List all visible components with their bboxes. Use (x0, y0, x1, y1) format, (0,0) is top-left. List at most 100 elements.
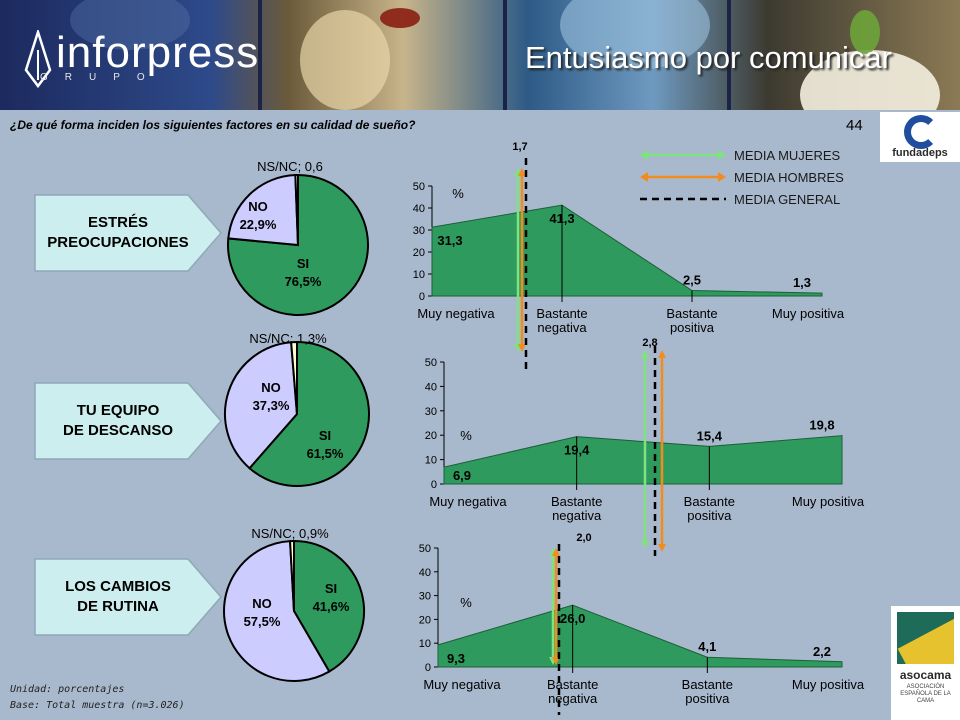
y-tick-label-1-10: 10 (425, 455, 437, 467)
pie-label-si-1: SI (319, 428, 331, 443)
mean-arrow-bottom-1-2 (658, 544, 666, 552)
pie-label-nsnc-2: NS/NC; 0,9% (251, 526, 329, 541)
x-tick-label-1-3: Muy positiva (792, 494, 865, 509)
row-tag-cambios: LOS CAMBIOS DE RUTINA (34, 558, 222, 636)
area-series-2 (437, 604, 843, 668)
data-label-1-2: 15,4 (697, 428, 723, 443)
legend-item-mujeres: MEDIA MUJERES (638, 145, 878, 167)
asocama-emblem-icon (897, 612, 954, 664)
x-tick-label2-2-1: negativa (548, 691, 598, 706)
y-tick-label-0-40: 40 (413, 203, 425, 215)
data-label-1-0: 6,9 (453, 468, 471, 483)
mean-arrow-top-1-2 (658, 350, 666, 358)
mean-arrow-bottom-0-1 (518, 344, 526, 352)
data-label-0-2: 2,5 (683, 273, 701, 288)
pie-value-no-2: 57,5% (244, 614, 281, 629)
pie-slice-nsnc-1 (290, 340, 298, 415)
y-tick-label-0-30: 30 (413, 225, 425, 237)
dashed-line-icon (640, 197, 726, 201)
pie-slice-si-1 (248, 340, 370, 487)
mean-label-1: 2,8 (642, 337, 657, 349)
pie-label-si-2: SI (325, 581, 337, 596)
unit-label-2: % (460, 595, 472, 610)
pie-label-si-0: SI (297, 256, 309, 271)
fundadeps-logo: fundadeps (880, 112, 960, 162)
slide-title: Entusiasmo por comunicar (525, 40, 892, 75)
x-tick-label-1-0: Muy negativa (429, 494, 507, 509)
y-tick-label-2-0: 0 (425, 662, 431, 674)
pie-slice-nsnc-0 (294, 173, 299, 246)
asocama-logo: asocama ASOCIACIÓN ESPAÑOLA DE LA CAMA (891, 606, 960, 720)
x-tick-label-2-1: Bastante (547, 677, 598, 692)
data-label-1-1: 19,4 (564, 443, 590, 458)
pie-slice-no-0 (227, 174, 300, 247)
y-tick-label-2-30: 30 (419, 591, 431, 603)
mean-label-2: 2,0 (576, 532, 591, 544)
orange-double-arrow-icon (640, 172, 726, 182)
pen-nib-icon (24, 30, 52, 89)
x-tick-label-1-2: Bastante (684, 494, 735, 509)
y-tick-label-2-40: 40 (419, 567, 431, 579)
pie-value-no-1: 37,3% (253, 398, 290, 413)
mean-arrow-top-2-1 (552, 548, 560, 556)
mean-label-0: 1,7 (512, 141, 527, 153)
unit-label-0: % (452, 186, 464, 201)
brand-logo-subtitle: GRUPO (40, 72, 162, 83)
y-tick-label-0-50: 50 (413, 181, 425, 193)
y-tick-label-2-20: 20 (419, 614, 431, 626)
data-label-0-1: 41,3 (549, 211, 574, 226)
x-tick-label2-0-1: negativa (537, 320, 587, 335)
pie-slice-si-2 (293, 539, 365, 673)
mean-arrow-top-1-0 (641, 350, 649, 358)
area-series-0 (431, 204, 823, 297)
data-label-0-3: 1,3 (793, 275, 811, 290)
x-tick-label-2-3: Muy positiva (792, 677, 865, 692)
legend-item-general: MEDIA GENERAL (638, 189, 878, 211)
data-label-2-2: 4,1 (698, 639, 716, 654)
fundadeps-c-icon (904, 115, 938, 149)
data-label-2-0: 9,3 (447, 651, 465, 666)
x-tick-label2-1-1: negativa (552, 508, 602, 523)
legend: MEDIA MUJERES MEDIA HOMBRES MEDIA GENERA… (638, 145, 878, 215)
data-label-2-1: 26,0 (560, 611, 585, 626)
brand-logo: inforpress (56, 28, 260, 77)
footer-unit: Unidad: porcentajes (10, 684, 125, 695)
data-label-2-3: 2,2 (813, 644, 831, 659)
pie-label-no-1: NO (261, 380, 281, 395)
pie-slice-nsnc-2 (288, 539, 295, 612)
pie-slice-no-2 (223, 540, 331, 682)
pie-value-si-1: 61,5% (307, 446, 344, 461)
unit-label-1: % (460, 428, 472, 443)
x-tick-label-0-2: Bastante (666, 306, 717, 321)
data-label-1-3: 19,8 (809, 418, 834, 433)
y-tick-label-1-0: 0 (431, 479, 437, 491)
y-tick-label-1-50: 50 (425, 357, 437, 369)
y-tick-label-2-10: 10 (419, 638, 431, 650)
area-series-1 (443, 435, 843, 485)
y-tick-label-1-30: 30 (425, 406, 437, 418)
page-number: 44 (846, 117, 863, 134)
y-tick-label-1-40: 40 (425, 381, 437, 393)
x-tick-label-0-1: Bastante (536, 306, 587, 321)
footer-base: Base: Total muestra (n=3.026) (10, 700, 185, 711)
x-tick-label-0-3: Muy positiva (772, 306, 845, 321)
pie-label-no-2: NO (252, 596, 272, 611)
mean-arrow-bottom-1-0 (641, 540, 649, 548)
pie-value-si-2: 41,6% (313, 599, 350, 614)
pie-label-nsnc-0: NS/NC; 0,6 (257, 159, 323, 174)
header-banner: inforpress GRUPO Entusiasmo por comunica… (0, 0, 960, 110)
pie-value-no-0: 22,9% (240, 217, 277, 232)
y-tick-label-0-0: 0 (419, 291, 425, 303)
y-tick-label-1-20: 20 (425, 430, 437, 442)
data-label-0-0: 31,3 (437, 233, 462, 248)
question-text: ¿De qué forma inciden los siguientes fac… (10, 118, 416, 132)
x-tick-label2-0-2: positiva (670, 320, 715, 335)
y-tick-label-0-10: 10 (413, 269, 425, 281)
pie-label-no-0: NO (248, 199, 268, 214)
row-tag-equipo: TU EQUIPO DE DESCANSO (34, 382, 222, 460)
y-tick-label-0-20: 20 (413, 247, 425, 259)
x-tick-label-0-0: Muy negativa (417, 306, 495, 321)
x-tick-label2-2-2: positiva (685, 691, 730, 706)
x-tick-label2-1-2: positiva (687, 508, 732, 523)
